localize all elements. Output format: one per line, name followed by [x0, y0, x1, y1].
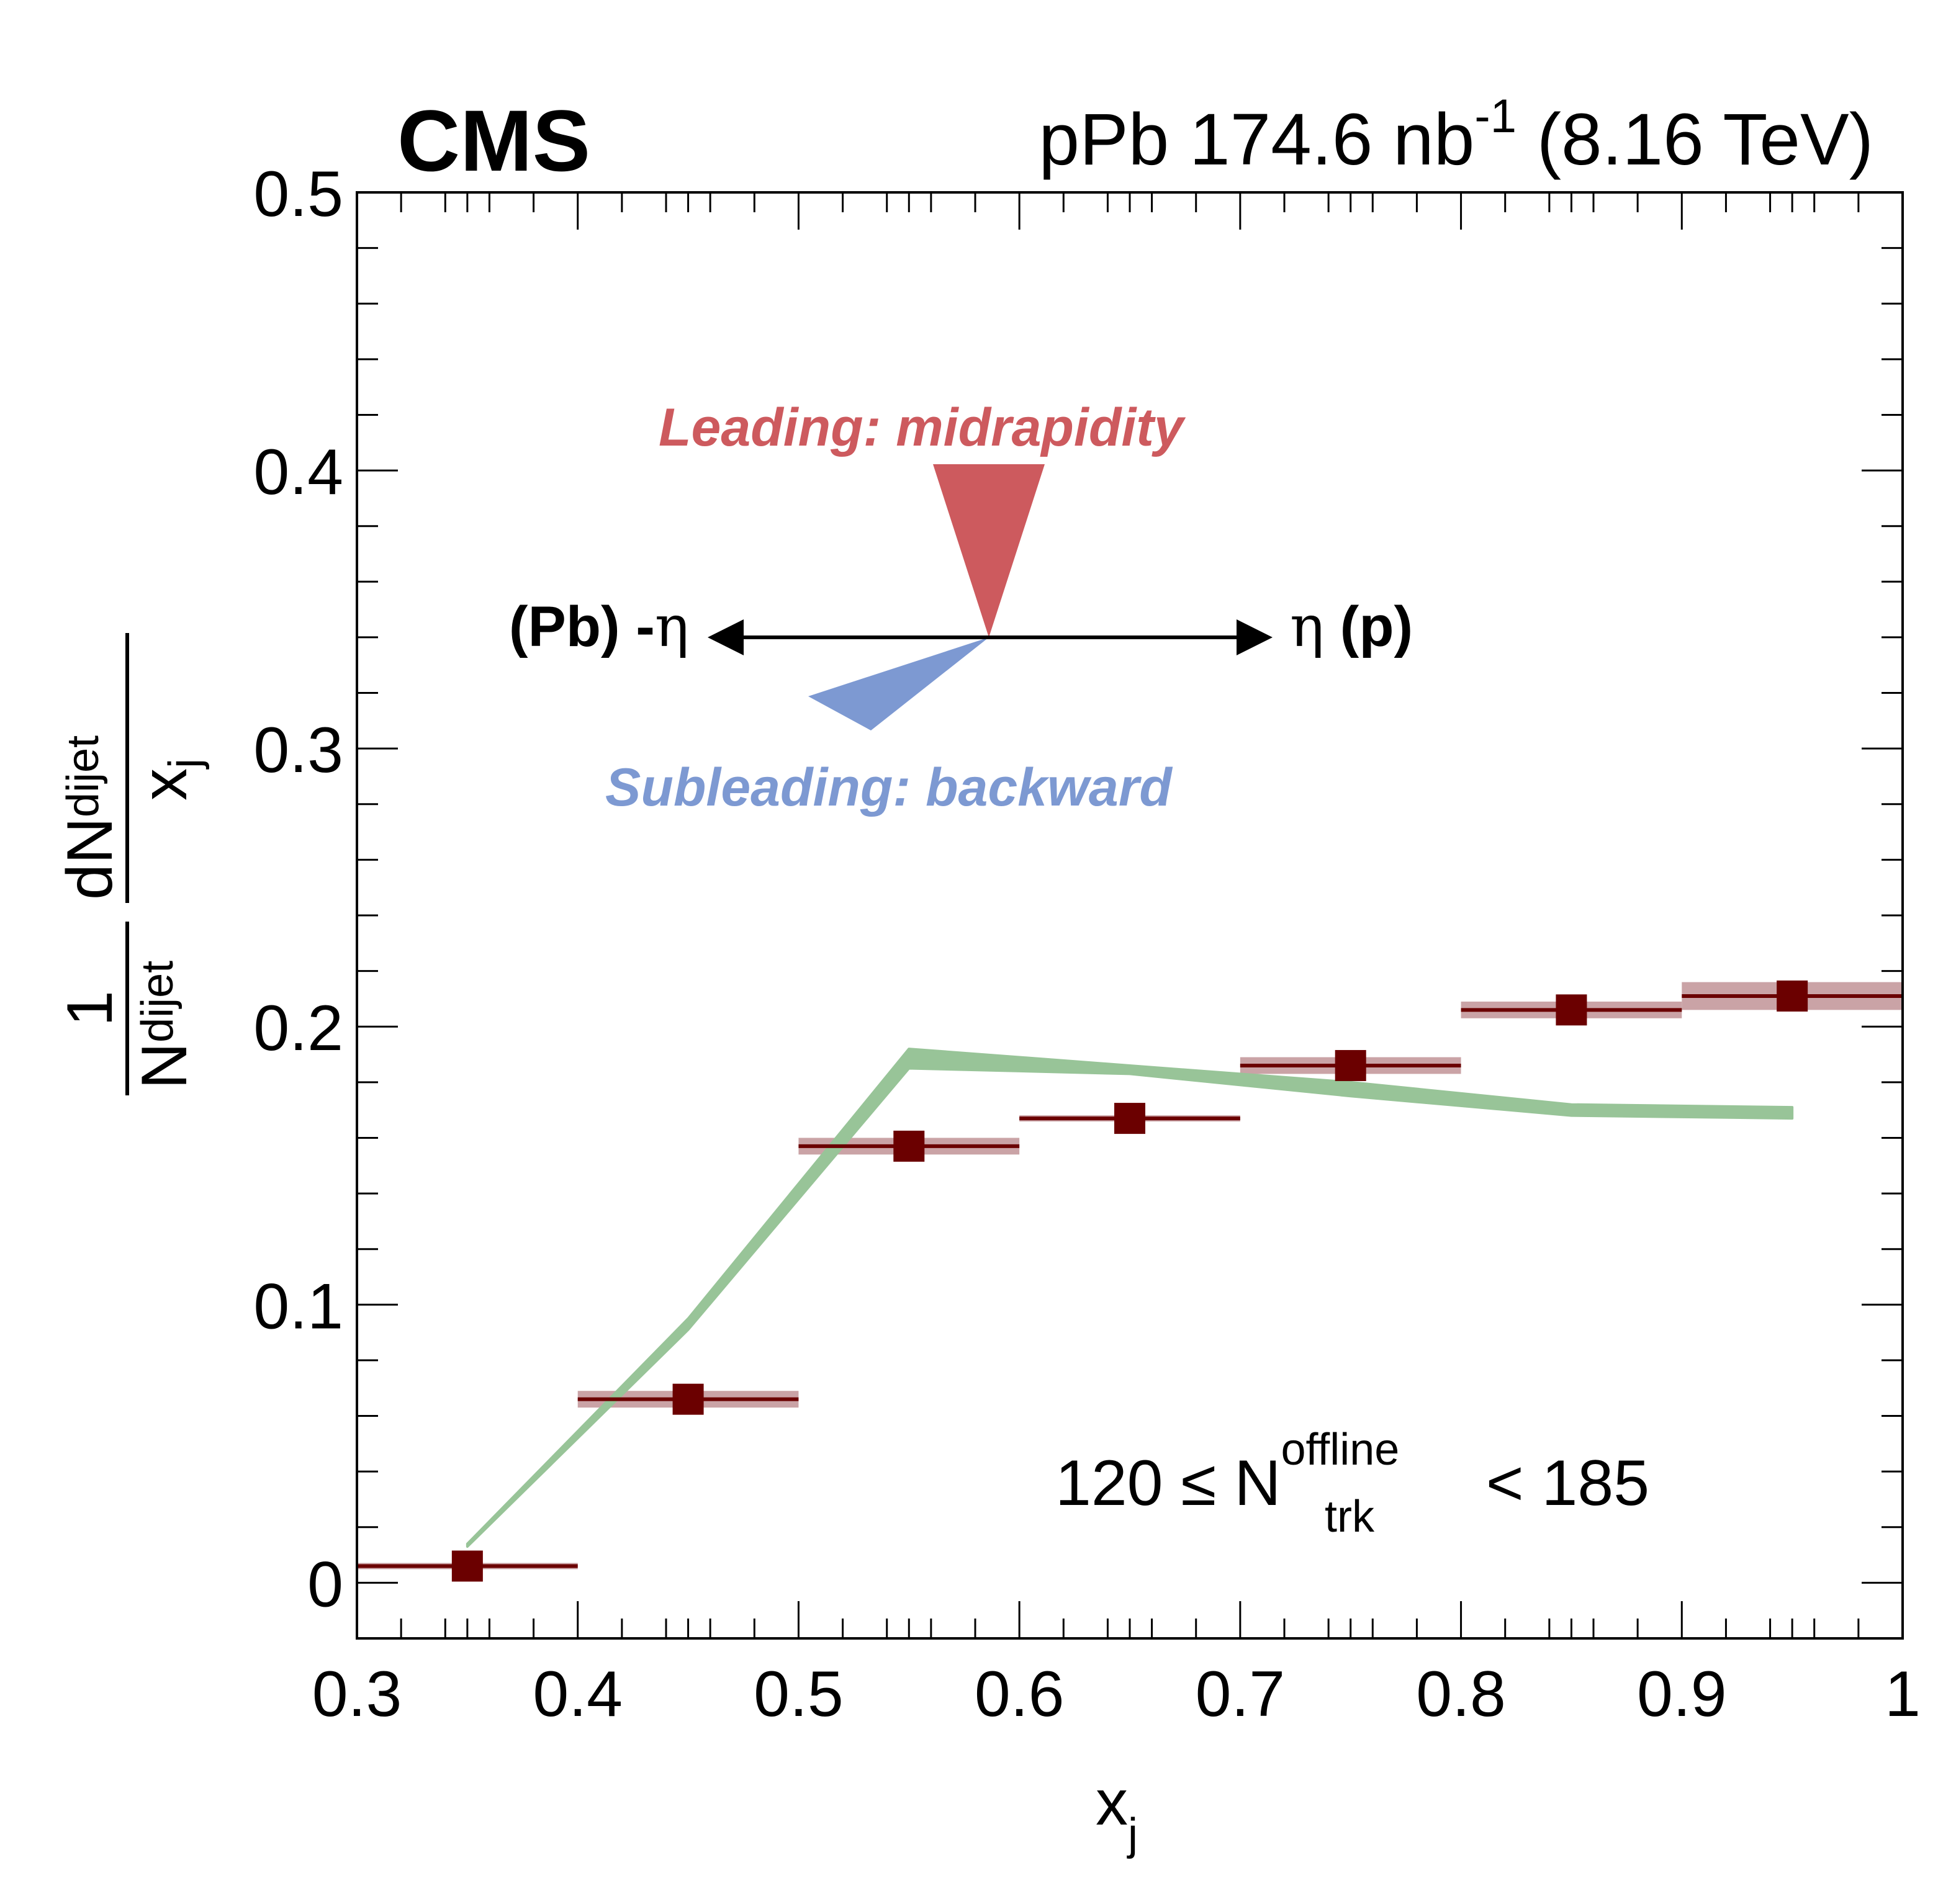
model-band: [466, 1048, 1794, 1548]
leading-annotation: Leading: midrapidity: [659, 398, 1186, 457]
eta-arrow-right: [1237, 619, 1273, 655]
selection-upper: < 185: [1468, 1447, 1649, 1519]
y-tick-label: 0.2: [253, 992, 343, 1064]
y-title-frac1-num: 1: [54, 990, 126, 1026]
y-tick-label: 0: [307, 1548, 343, 1620]
y-tick-label: 0.1: [253, 1270, 343, 1342]
x-tick-label: 1: [1885, 1658, 1921, 1730]
left-arrow-text: (Pb) -: [509, 595, 655, 658]
right-eta-symbol: η: [1290, 593, 1324, 660]
x-tick-label: 0.8: [1416, 1658, 1506, 1730]
data-point: [1335, 1049, 1366, 1081]
x-axis-title-sub: j: [1127, 1810, 1138, 1859]
y-tick-label: 0.3: [253, 714, 343, 786]
selection-superscript: offline: [1281, 1425, 1400, 1475]
x-axis-title-main: x: [1096, 1767, 1128, 1839]
left-arrow-label: (Pb) -η: [509, 593, 689, 660]
y-title-frac2-num: dNdijet: [54, 735, 126, 900]
right-arrow-text: (p): [1324, 595, 1413, 658]
data-point: [672, 1383, 704, 1415]
eta-arrow-left: [708, 619, 744, 655]
selection-label: 120 ≤ Noffline trk < 185: [1055, 1425, 1649, 1542]
left-eta-symbol: η: [655, 593, 689, 660]
subleading-jet-cone: [808, 637, 989, 730]
y-title-frac1-den-main: N: [128, 1043, 201, 1089]
kinematics-diagram: Leading: midrapidity (Pb) -η η (p) Suble…: [509, 398, 1413, 817]
y-tick-label: 0.5: [253, 158, 343, 230]
data-point: [1777, 980, 1808, 1012]
model-band-layer: [466, 1048, 1794, 1548]
dataset-suffix: (8.16 TeV): [1517, 99, 1873, 181]
x-tick-label: 0.6: [975, 1658, 1065, 1730]
data-point: [451, 1550, 483, 1582]
dataset-label: pPb 174.6 nb-1 (8.16 TeV): [1039, 90, 1873, 181]
x-axis-title: xj: [1096, 1767, 1138, 1859]
y-title-frac2-den-sub: j: [160, 758, 210, 770]
data-point: [1114, 1103, 1145, 1134]
data-points-layer: [357, 980, 1903, 1582]
x-tick-label: 0.3: [312, 1658, 402, 1730]
selection-subscript: trk: [1325, 1492, 1375, 1542]
dataset-superscript: -1: [1474, 90, 1517, 143]
y-title-frac1-den-sub: dijet: [133, 961, 183, 1043]
axes: 0.3 0.4 0.5 0.6 0.7 0.8 0.9 1 0 0.1 0.2 0.3 0.4 0.5: [253, 158, 1921, 1730]
x-tick-label: 0.4: [533, 1658, 623, 1730]
y-title-frac2-num-main: dN: [54, 817, 126, 900]
leading-jet-cone: [933, 464, 1045, 637]
x-tick-label: 0.5: [754, 1658, 844, 1730]
y-title-frac1-den: Ndijet: [128, 961, 201, 1089]
experiment-label: CMS: [397, 92, 590, 189]
y-title-frac2-den: xj: [128, 758, 210, 801]
y-title-frac2-den-main: x: [128, 768, 201, 801]
dataset-prefix: pPb 174.6 nb: [1039, 99, 1474, 181]
data-point: [893, 1130, 925, 1162]
x-tick-label: 0.7: [1196, 1658, 1286, 1730]
y-title-frac2-num-sub: dijet: [58, 735, 108, 817]
right-arrow-label: η (p): [1290, 593, 1413, 660]
y-axis-title: 1 Ndijet dNdijet xj: [54, 633, 210, 1095]
x-tick-label: 0.9: [1637, 1658, 1727, 1730]
y-tick-label: 0.4: [253, 436, 343, 508]
selection-lower: 120 ≤ N: [1055, 1447, 1281, 1519]
data-point: [1556, 994, 1587, 1026]
subleading-annotation: Subleading: backward: [605, 758, 1173, 817]
